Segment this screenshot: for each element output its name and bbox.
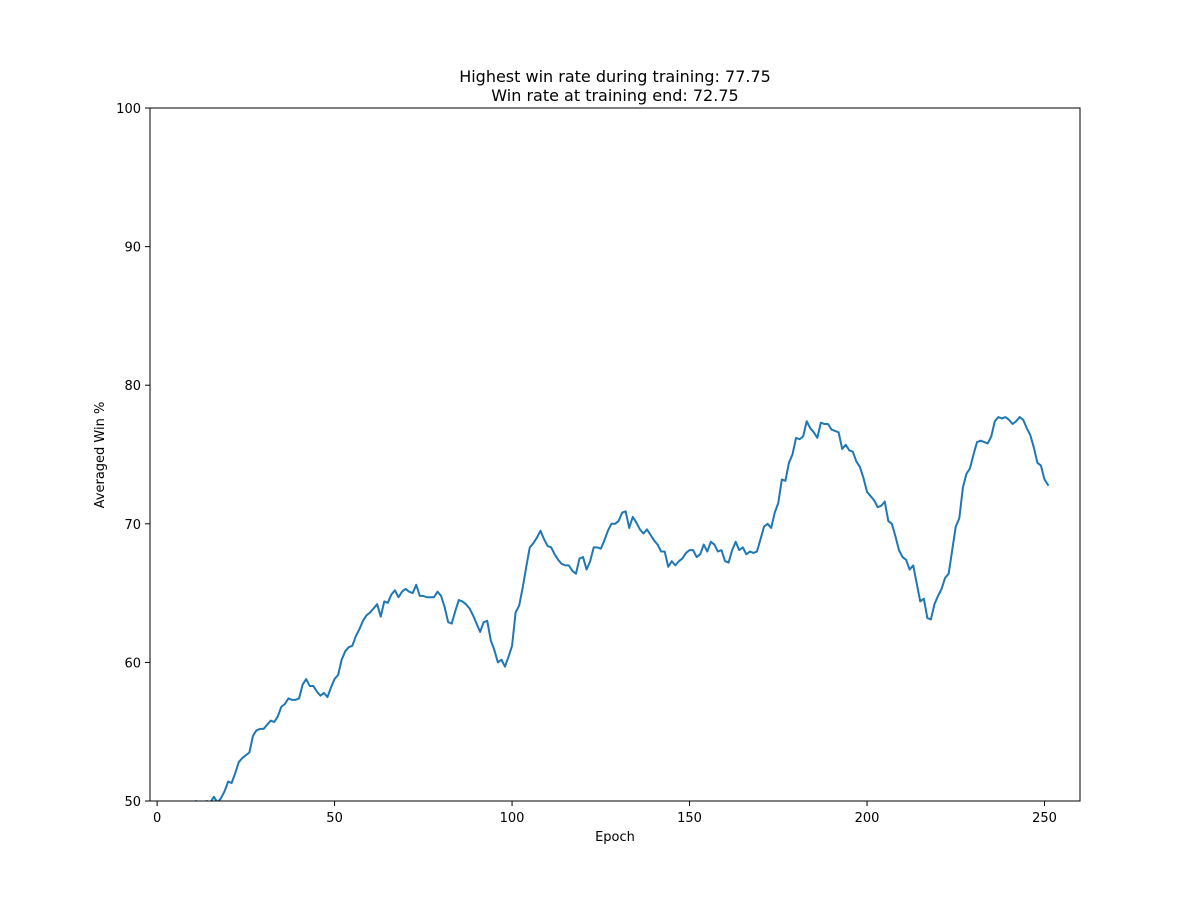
y-axis: 50 60 70 80 90 100	[116, 102, 150, 810]
x-tick-label: 250	[1032, 811, 1057, 826]
y-tick-label: 100	[116, 102, 141, 117]
x-axis-label: Epoch	[595, 830, 635, 845]
chart-title-line-1: Highest win rate during training: 77.75	[459, 67, 771, 86]
y-tick-label: 80	[124, 379, 141, 394]
plot-frame	[149, 107, 1081, 802]
y-tick-label: 60	[124, 656, 141, 671]
x-tick-label: 0	[153, 811, 161, 826]
x-axis: 0 50 100 150 200 250	[153, 801, 1057, 826]
x-tick-label: 200	[855, 811, 880, 826]
y-tick-label: 50	[124, 795, 141, 810]
series-line	[195, 416, 1050, 801]
y-tick-label: 70	[124, 518, 141, 533]
y-tick-label: 90	[124, 241, 141, 256]
x-tick-label: 50	[326, 811, 343, 826]
y-axis-label: Averaged Win %	[93, 402, 108, 509]
x-tick-label: 100	[500, 811, 525, 826]
x-tick-label: 150	[677, 811, 702, 826]
chart-title-line-2: Win rate at training end: 72.75	[491, 86, 738, 105]
